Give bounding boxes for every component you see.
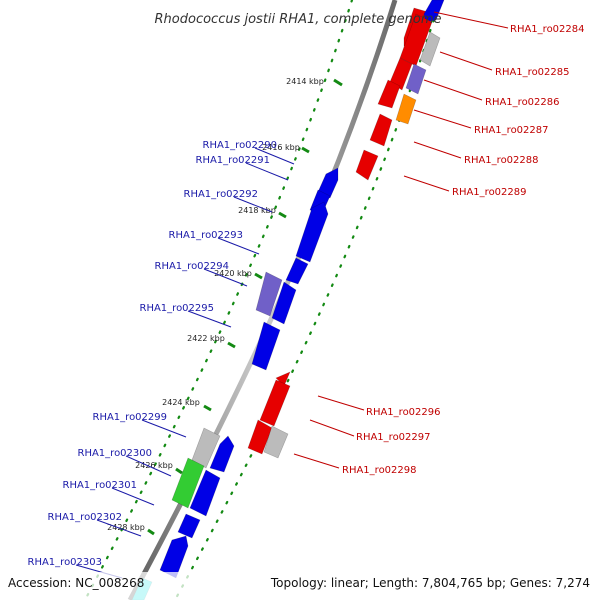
- gene-label-leader-line: [125, 455, 172, 477]
- scale-tick-mark: [203, 404, 212, 412]
- gene-label-rha1_ro02296[interactable]: RHA1_ro02296: [366, 407, 441, 418]
- gene-fragment-arrow[interactable]: [209, 435, 235, 473]
- gene-label-leader-line: [245, 162, 289, 181]
- gene-label-rha1_ro02287[interactable]: RHA1_ro02287: [474, 125, 549, 136]
- gene-rha1_ro02300-arrow[interactable]: [263, 425, 289, 459]
- scale-tick-mark: [278, 211, 287, 219]
- gene-labels: RHA1_ro02284 RHA1_ro02285 RHA1_ro02286 RHA1…: [28, 11, 585, 579]
- gene-rha1_ro02303-arrow[interactable]: [189, 469, 221, 517]
- left-guide-line: [83, 0, 354, 600]
- footer-background: [0, 572, 600, 600]
- gene-label-leader-line: [187, 310, 232, 328]
- scale-ticks: 2414 kbp 2416 kbp 2418 kbp 2420 kbp 2422 kbp…: [107, 77, 343, 536]
- gene-rha1_ro02287-arrow[interactable]: [395, 93, 417, 125]
- gene-label-leader-line: [293, 453, 340, 469]
- gene-fragment-arrow[interactable]: [405, 63, 427, 95]
- gene-rha1_ro02292-arrow[interactable]: [295, 201, 329, 263]
- gene-rha1_ro02298-arrow[interactable]: [259, 379, 291, 427]
- gene-features: [131, 0, 445, 600]
- gene-label-leader-line: [233, 196, 273, 213]
- scale-tick-label: 2424 kbp: [162, 398, 200, 407]
- gene-label-leader-line: [433, 11, 509, 29]
- gene-label-rha1_ro02286[interactable]: RHA1_ro02286: [485, 97, 560, 108]
- gene-label-leader-line: [423, 79, 483, 101]
- gene-label-rha1_ro02297[interactable]: RHA1_ro02297: [356, 432, 431, 443]
- gene-label-rha1_ro02303[interactable]: RHA1_ro02303: [28, 557, 103, 568]
- gene-label-leader-line: [413, 109, 472, 129]
- scale-tick-mark: [227, 341, 236, 349]
- gene-label-rha1_ro02288[interactable]: RHA1_ro02288: [464, 155, 539, 166]
- gene-rha1_ro02294-arrow[interactable]: [255, 271, 283, 317]
- scale-tick-label: 2416 kbp: [262, 143, 300, 152]
- gene-rha1_ro02293-arrow[interactable]: [285, 257, 309, 285]
- scale-tick-mark: [254, 272, 263, 280]
- gene-rha1_ro02288-arrow[interactable]: [369, 113, 393, 147]
- scale-tick-label: 2414 kbp: [286, 77, 324, 86]
- gene-label-rha1_ro02301[interactable]: RHA1_ro02301: [63, 480, 138, 491]
- gene-fragment-arrow[interactable]: [159, 535, 189, 579]
- gene-label-rha1_ro02302[interactable]: RHA1_ro02302: [48, 512, 123, 523]
- scale-tick-mark: [147, 528, 155, 536]
- gene-fragment-arrow[interactable]: [419, 31, 441, 67]
- gene-label-rha1_ro02300[interactable]: RHA1_ro02300: [78, 448, 153, 459]
- scale-tick-label: 2426 kbp: [135, 461, 173, 470]
- scale-tick-label: 2422 kbp: [187, 334, 225, 343]
- gene-label-rha1_ro02292[interactable]: RHA1_ro02292: [184, 189, 259, 200]
- gene-rha1_ro02286-arrow[interactable]: [377, 79, 401, 109]
- gene-label-rha1_ro02290[interactable]: RHA1_ro02290: [203, 140, 278, 151]
- right-guide-line: [173, 0, 442, 600]
- gene-label-leader-line: [217, 237, 260, 255]
- scale-tick-label: 2428 kbp: [107, 523, 145, 532]
- gene-rha1_ro02302-arrow[interactable]: [171, 457, 205, 509]
- gene-rha1_ro02296-arrow[interactable]: [251, 321, 281, 371]
- scale-tick-label: 2420 kbp: [214, 269, 252, 278]
- gene-rha1_ro02295-arrow[interactable]: [271, 281, 297, 325]
- gene-label-leader-line: [96, 519, 142, 537]
- gene-label-leader-line: [111, 487, 155, 506]
- gene-fragment-arrow[interactable]: [177, 513, 201, 539]
- gene-label-leader-line: [254, 147, 295, 165]
- gene-label-rha1_ro02295[interactable]: RHA1_ro02295: [140, 303, 215, 314]
- gene-label-leader-line: [309, 419, 355, 437]
- gene-label-rha1_ro02285[interactable]: RHA1_ro02285: [495, 67, 570, 78]
- gene-label-rha1_ro02289[interactable]: RHA1_ro02289: [452, 187, 527, 198]
- gene-label-leader-line: [439, 51, 493, 71]
- scale-tick-mark: [301, 146, 310, 154]
- genome-title: Rhodococcus jostii RHA1, complete genome: [155, 12, 442, 27]
- scale-tick-mark: [333, 78, 343, 87]
- gene-label-rha1_ro02294[interactable]: RHA1_ro02294: [155, 261, 230, 272]
- gene-label-rha1_ro02293[interactable]: RHA1_ro02293: [169, 230, 244, 241]
- gene-label-leader-line: [403, 175, 450, 192]
- gene-rha1_ro02289-arrow[interactable]: [355, 149, 379, 181]
- gene-label-leader-line: [317, 395, 365, 411]
- gene-label-leader-line: [203, 268, 248, 287]
- gene-label-rha1_ro02291[interactable]: RHA1_ro02291: [196, 155, 271, 166]
- scale-tick-mark: [175, 467, 183, 475]
- gene-label-rha1_ro02299[interactable]: RHA1_ro02299: [93, 412, 168, 423]
- gene-label-rha1_ro02298[interactable]: RHA1_ro02298: [342, 465, 417, 476]
- scale-tick-label: 2418 kbp: [238, 206, 276, 215]
- gene-label-rha1_ro02284[interactable]: RHA1_ro02284: [510, 24, 585, 35]
- genome-summary-text: Topology: linear; Length: 7,804,765 bp; …: [270, 576, 590, 590]
- gene-label-leader-line: [141, 419, 187, 438]
- gene-label-leader-line: [413, 141, 462, 159]
- accession-text: Accession: NC_008268: [8, 576, 144, 590]
